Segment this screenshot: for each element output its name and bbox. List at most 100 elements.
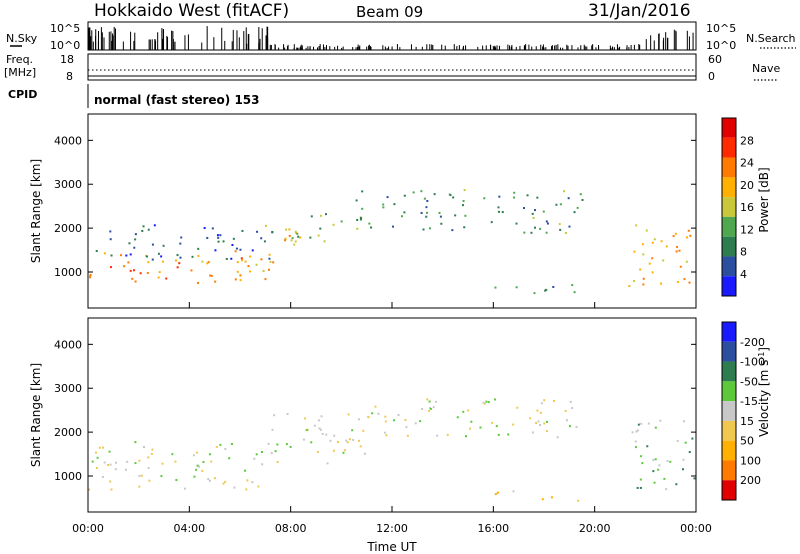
- y-tick-label: 3000: [54, 178, 82, 191]
- data-cell: [319, 428, 322, 431]
- data-cell: [633, 280, 636, 283]
- data-cell: [131, 277, 134, 280]
- data-cell: [464, 214, 467, 217]
- velocity-colorbar: 200 100 50 15 -15 -50 -100 -200: [721, 321, 765, 501]
- data-cell: [568, 225, 571, 228]
- data-cell: [133, 246, 136, 249]
- data-cell: [382, 203, 385, 206]
- data-cell: [206, 262, 209, 265]
- data-cell: [660, 240, 663, 243]
- data-cell: [160, 255, 163, 258]
- data-cell: [326, 462, 329, 465]
- colorbar-segment: [722, 236, 736, 257]
- nsearch-tick-bottom: 10^0: [706, 39, 736, 52]
- data-cell: [404, 419, 407, 422]
- data-cell: [429, 227, 432, 230]
- data-cell: [512, 423, 515, 426]
- data-cell: [255, 263, 258, 266]
- data-cell: [501, 211, 504, 214]
- freq-tick-top: 18: [60, 53, 74, 66]
- data-cell: [426, 200, 429, 203]
- data-cell: [515, 222, 518, 225]
- data-cell: [462, 410, 465, 413]
- data-cell: [363, 452, 366, 455]
- data-cell: [267, 442, 270, 445]
- data-cell: [215, 445, 218, 448]
- data-cell: [262, 270, 265, 273]
- data-cell: [571, 284, 574, 287]
- data-cell: [225, 257, 228, 260]
- data-cell: [132, 269, 135, 272]
- data-cell: [89, 276, 92, 279]
- data-cell: [283, 239, 286, 242]
- y-tick-label: 4000: [54, 338, 82, 351]
- data-cell: [332, 449, 335, 452]
- x-tick-label: 00:00: [680, 522, 712, 535]
- data-cell: [161, 260, 164, 263]
- data-cell: [147, 456, 150, 459]
- data-cell: [265, 224, 268, 227]
- data-cell: [384, 420, 387, 423]
- data-cell: [446, 433, 449, 436]
- data-cell: [325, 433, 328, 436]
- data-cell: [134, 441, 137, 444]
- colorbar-tick-label: 200: [740, 474, 761, 487]
- data-cell: [371, 412, 374, 415]
- data-cell: [127, 261, 130, 264]
- nsearch-label: N.Search: [746, 32, 796, 45]
- data-cell: [512, 490, 515, 493]
- data-cell: [651, 257, 654, 260]
- data-cell: [239, 274, 242, 277]
- data-cell: [642, 277, 645, 280]
- data-cell: [317, 234, 320, 237]
- data-cell: [157, 276, 160, 279]
- data-cell: [319, 227, 322, 230]
- data-cell: [109, 230, 112, 233]
- data-cell: [288, 228, 291, 231]
- data-cell: [645, 229, 648, 232]
- data-cell: [544, 289, 547, 292]
- data-cell: [665, 245, 668, 248]
- data-cell: [123, 265, 126, 268]
- data-cell: [253, 457, 256, 460]
- colorbar-segment: [722, 276, 736, 296]
- data-cell: [240, 257, 243, 260]
- data-cell: [523, 207, 526, 210]
- data-cell: [429, 407, 432, 410]
- data-cell: [400, 215, 403, 218]
- data-cell: [498, 195, 501, 198]
- data-cell: [183, 487, 186, 490]
- data-cell: [688, 281, 691, 284]
- data-cell: [526, 194, 529, 197]
- data-cell: [359, 216, 362, 219]
- colorbar-segment: [722, 401, 736, 421]
- data-cell: [581, 198, 584, 201]
- data-cell: [579, 193, 582, 196]
- data-cell: [495, 425, 498, 428]
- data-cell: [151, 243, 154, 246]
- data-cell: [110, 488, 113, 491]
- data-cell: [176, 266, 179, 269]
- data-cell: [432, 406, 435, 409]
- data-cell: [217, 236, 220, 239]
- power-colorbar: 4 8 12 16 20 24 28: [721, 117, 754, 297]
- data-cell: [545, 430, 548, 433]
- data-cell: [546, 222, 549, 225]
- data-cell: [535, 422, 538, 425]
- y-tick-label: 2000: [54, 222, 82, 235]
- data-cell: [564, 409, 567, 412]
- data-cell: [530, 231, 533, 234]
- data-cell: [224, 448, 227, 451]
- data-cell: [652, 470, 655, 473]
- data-cell: [203, 227, 206, 230]
- colorbar-segment: [722, 118, 736, 138]
- data-cell: [628, 285, 631, 288]
- data-cell: [209, 274, 212, 277]
- colorbar-segment: [722, 157, 736, 178]
- power-ylabel: Slant Range [km]: [29, 159, 43, 263]
- data-cell: [103, 461, 106, 464]
- data-cell: [497, 433, 500, 436]
- data-cell: [683, 278, 686, 281]
- data-cell: [309, 236, 312, 239]
- noise-panel: N.Sky 10^5 10^0 10^5 10^0 N.Search: [6, 21, 796, 52]
